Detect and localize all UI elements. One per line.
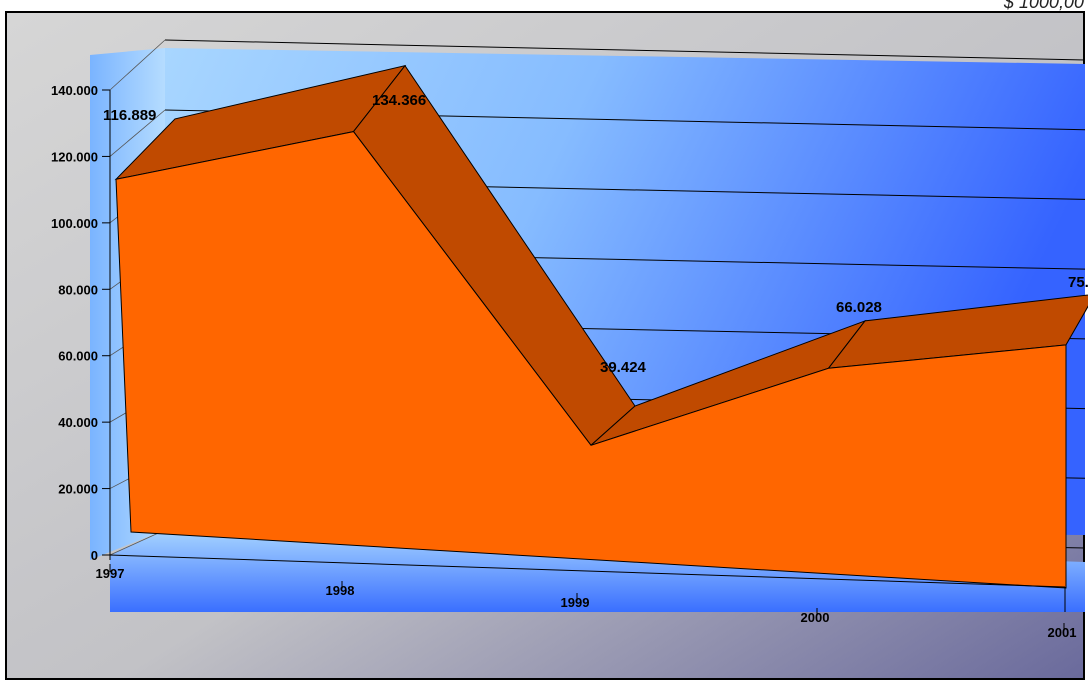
y-tick-label: 0 xyxy=(91,548,98,563)
x-tick-label: 1997 xyxy=(96,566,125,581)
area-front-face xyxy=(115,131,1067,589)
y-tick-label: 40.000 xyxy=(58,415,98,430)
x-tick-label: 1998 xyxy=(326,583,355,598)
y-tick-label: 140.000 xyxy=(51,83,98,98)
data-label: 116.889 xyxy=(103,107,156,124)
x-tick-label: 1999 xyxy=(561,595,590,610)
data-label: 134.366 xyxy=(372,92,426,109)
data-label: 39.424 xyxy=(600,359,647,376)
gridline-side xyxy=(109,39,166,91)
y-tick-label: 20.000 xyxy=(58,482,98,497)
data-label: 66.028 xyxy=(836,299,882,316)
y-tick-label: 100.000 xyxy=(51,216,98,231)
x-tick-label: 2001 xyxy=(1048,625,1077,640)
x-axis-line xyxy=(109,554,1066,588)
y-tick-label: 80.000 xyxy=(58,282,98,297)
unit-label: $ 1000,00 xyxy=(1003,0,1084,12)
x-tick-label: 2000 xyxy=(801,610,830,625)
gridline-side xyxy=(109,109,166,157)
gridline xyxy=(164,39,1086,61)
data-label: 75.951 xyxy=(1068,274,1088,291)
y-tick-label: 120.000 xyxy=(51,149,98,164)
gridline-side xyxy=(109,529,166,556)
y-tick-label: 60.000 xyxy=(58,349,98,364)
